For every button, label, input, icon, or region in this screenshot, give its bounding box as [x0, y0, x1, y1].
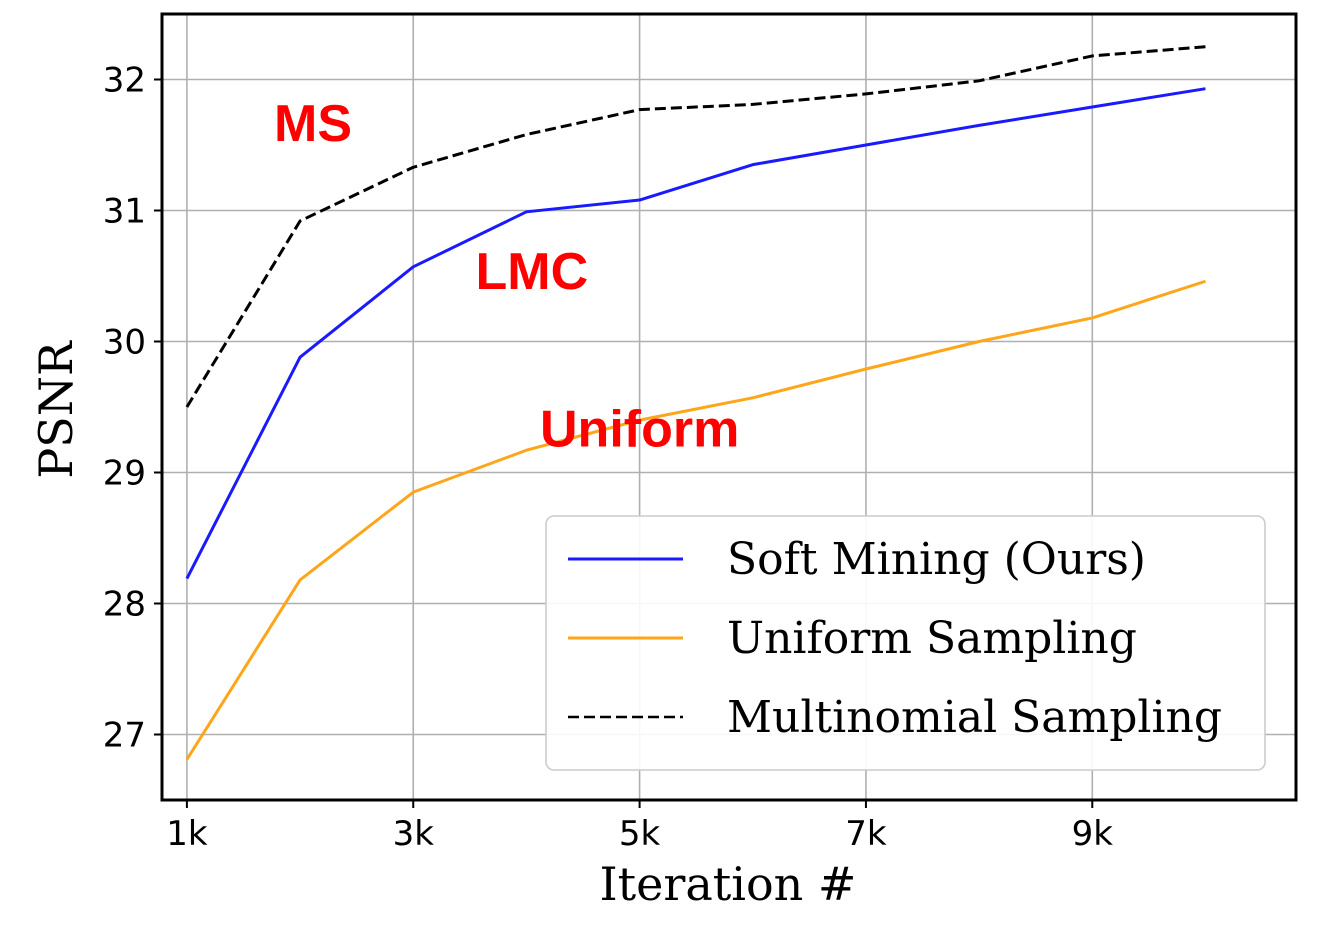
y-tick-label: 30 — [103, 323, 146, 363]
series-line-multinomial-sampling — [185, 45, 1206, 408]
y-tick-label: 29 — [103, 454, 146, 494]
legend-box — [545, 515, 1266, 771]
series-lines — [185, 45, 1206, 761]
y-tick-label: 32 — [103, 61, 146, 101]
x-tick-label: 9k — [1072, 814, 1114, 854]
annotation-ms: MS — [274, 95, 352, 153]
y-tick-label: 31 — [103, 192, 146, 232]
x-tick-label: 7k — [845, 814, 887, 854]
plot-frame — [160, 12, 1298, 802]
x-tick-label: 3k — [393, 814, 435, 854]
legend: Soft Mining (Ours) Uniform Sampling Multin… — [545, 515, 1266, 771]
legend-label-soft-mining-ours: Soft Mining (Ours) — [727, 534, 1146, 585]
series-line-uniform-sampling — [185, 279, 1206, 761]
y-tick-label: 27 — [103, 716, 146, 756]
x-axis-title: Iteration # — [600, 857, 857, 911]
annotations: MS LMC Uniform — [274, 95, 739, 458]
x-tick-label: 5k — [619, 814, 661, 854]
series-line-soft-mining-ours — [185, 87, 1206, 580]
annotation-uniform: Uniform — [540, 400, 739, 458]
x-tick-label: 1k — [166, 814, 208, 854]
y-tick-label: 28 — [103, 585, 146, 625]
y-axis-title: PSNR — [29, 340, 83, 479]
legend-label-uniform-sampling: Uniform Sampling — [727, 613, 1137, 664]
legend-label-multinomial-sampling: Multinomial Sampling — [727, 692, 1222, 743]
axis-ticks: 1k 3k 5k 7k 9k 27 28 29 30 31 32 — [103, 61, 1114, 855]
annotation-lmc: LMC — [475, 243, 588, 301]
